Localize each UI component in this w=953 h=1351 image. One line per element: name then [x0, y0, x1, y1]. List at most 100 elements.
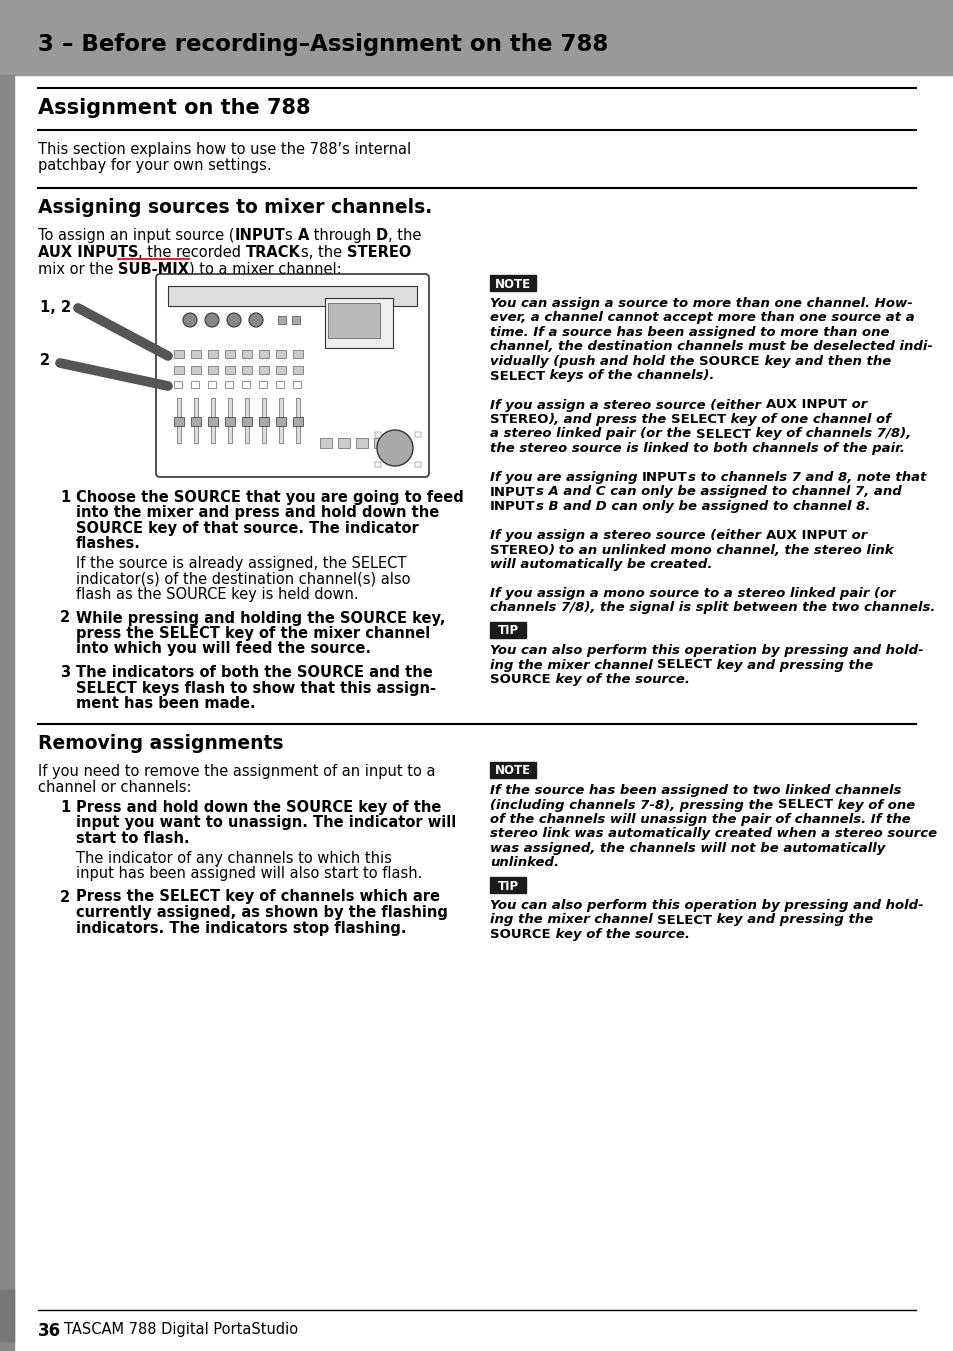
- Bar: [490, 762, 536, 778]
- Text: vidually (push and hold the: vidually (push and hold the: [490, 355, 699, 367]
- Bar: [173, 417, 184, 426]
- Bar: [225, 366, 234, 374]
- Text: key of channels 7/8),: key of channels 7/8),: [750, 427, 910, 440]
- Text: input has been assigned will also start to flash.: input has been assigned will also start …: [76, 866, 422, 881]
- Text: unlinked.: unlinked.: [490, 857, 558, 870]
- Text: ) to a mixer channel:: ) to a mixer channel:: [189, 262, 341, 277]
- Text: SELECT: SELECT: [657, 913, 712, 927]
- Text: input you want to unassign. The indicator will: input you want to unassign. The indicato…: [76, 816, 456, 831]
- Circle shape: [376, 430, 413, 466]
- Bar: [293, 366, 303, 374]
- Text: , the recorded: , the recorded: [138, 245, 246, 259]
- Text: SELECT: SELECT: [657, 658, 712, 671]
- Text: key of one: key of one: [832, 798, 914, 812]
- Text: ing the mixer channel: ing the mixer channel: [490, 658, 657, 671]
- Bar: [275, 366, 286, 374]
- Text: flashes.: flashes.: [76, 536, 141, 551]
- Text: s to channels 7 and 8, note that: s to channels 7 and 8, note that: [687, 471, 925, 484]
- Text: keys of the channels).: keys of the channels).: [544, 370, 714, 382]
- Text: a stereo linked pair (or the: a stereo linked pair (or the: [490, 427, 695, 440]
- Text: s, the: s, the: [301, 245, 346, 259]
- Text: s B and D can only be assigned to channel 8.: s B and D can only be assigned to channe…: [535, 500, 869, 513]
- Circle shape: [205, 313, 219, 327]
- Text: 2: 2: [60, 611, 71, 626]
- Text: TASCAM 788 Digital PortaStudio: TASCAM 788 Digital PortaStudio: [64, 1323, 297, 1337]
- Text: Choose the SOURCE that you are going to feed: Choose the SOURCE that you are going to …: [76, 490, 463, 505]
- Text: will automatically be created.: will automatically be created.: [490, 558, 712, 571]
- Text: If you assign a stereo source (either: If you assign a stereo source (either: [490, 399, 765, 412]
- Text: (including channels 7-8), pressing the: (including channels 7-8), pressing the: [490, 798, 777, 812]
- Bar: [258, 381, 267, 388]
- Text: Press and hold down the SOURCE key of the: Press and hold down the SOURCE key of th…: [76, 800, 441, 815]
- Bar: [225, 417, 234, 426]
- Text: SELECT: SELECT: [671, 413, 726, 426]
- Text: indicator(s) of the destination channel(s) also: indicator(s) of the destination channel(…: [76, 571, 410, 586]
- Text: Assigning sources to mixer channels.: Assigning sources to mixer channels.: [38, 199, 432, 218]
- Text: TIP: TIP: [497, 880, 518, 893]
- Bar: [225, 350, 234, 358]
- Text: of the channels will unassign the pair of channels. If the: of the channels will unassign the pair o…: [490, 813, 910, 825]
- Text: through: through: [309, 228, 375, 243]
- Text: STEREO: STEREO: [490, 543, 548, 557]
- Bar: [374, 438, 386, 449]
- Text: You can also perform this operation by pressing and hold-: You can also perform this operation by p…: [490, 898, 923, 912]
- Bar: [245, 399, 249, 443]
- Text: Removing assignments: Removing assignments: [38, 734, 283, 753]
- Text: SUB-MIX: SUB-MIX: [118, 262, 189, 277]
- Text: s A and C can only be assigned to channel 7, and: s A and C can only be assigned to channe…: [535, 485, 901, 499]
- Text: 3: 3: [60, 665, 71, 680]
- Text: SOURCE: SOURCE: [699, 355, 759, 367]
- Bar: [415, 432, 420, 436]
- Text: TRACK: TRACK: [246, 245, 301, 259]
- Text: key of one channel of: key of one channel of: [726, 413, 890, 426]
- Text: 1, 2: 1, 2: [40, 300, 71, 315]
- Text: , the: , the: [388, 228, 421, 243]
- Circle shape: [183, 313, 196, 327]
- Text: A: A: [297, 228, 309, 243]
- Bar: [242, 381, 250, 388]
- Text: ), and press the: ), and press the: [548, 413, 671, 426]
- Bar: [293, 350, 303, 358]
- Text: SOURCE: SOURCE: [490, 673, 550, 686]
- Text: ever, a channel cannot accept more than one source at a: ever, a channel cannot accept more than …: [490, 312, 914, 324]
- Text: If you need to remove the assignment of an input to a: If you need to remove the assignment of …: [38, 765, 435, 780]
- Text: If the source is already assigned, the SELECT: If the source is already assigned, the S…: [76, 557, 406, 571]
- Text: 1: 1: [60, 490, 71, 505]
- Text: the stereo source is linked to both channels of the pair.: the stereo source is linked to both chan…: [490, 442, 903, 455]
- Text: was assigned, the channels will not be automatically: was assigned, the channels will not be a…: [490, 842, 884, 855]
- Bar: [173, 350, 184, 358]
- Text: 3 – Before recording–Assignment on the 788: 3 – Before recording–Assignment on the 7…: [38, 32, 608, 55]
- Bar: [208, 381, 215, 388]
- Bar: [337, 438, 350, 449]
- Text: If you are assigning: If you are assigning: [490, 471, 641, 484]
- FancyBboxPatch shape: [156, 274, 429, 477]
- Text: If you assign a mono source to a stereo linked pair (or: If you assign a mono source to a stereo …: [490, 586, 895, 600]
- Text: This section explains how to use the 788’s internal: This section explains how to use the 788…: [38, 142, 411, 157]
- Text: SELECT: SELECT: [695, 427, 750, 440]
- Bar: [173, 366, 184, 374]
- Bar: [0, 76, 14, 1351]
- Text: You can assign a source to more than one channel. How-: You can assign a source to more than one…: [490, 297, 912, 309]
- Bar: [319, 438, 332, 449]
- Text: stereo link was automatically created when a stereo source: stereo link was automatically created wh…: [490, 828, 936, 840]
- Text: s: s: [285, 228, 297, 243]
- Text: channel, the destination channels must be deselected indi-: channel, the destination channels must b…: [490, 340, 932, 354]
- Bar: [258, 366, 269, 374]
- Bar: [228, 399, 232, 443]
- Bar: [191, 417, 201, 426]
- Bar: [168, 286, 416, 305]
- Bar: [258, 350, 269, 358]
- Text: AUX INPUTS: AUX INPUTS: [38, 245, 138, 259]
- Text: start to flash.: start to flash.: [76, 831, 190, 846]
- Bar: [293, 381, 301, 388]
- Text: While pressing and holding the SOURCE key,: While pressing and holding the SOURCE ke…: [76, 611, 445, 626]
- Bar: [292, 316, 299, 324]
- Text: key and then the: key and then the: [759, 355, 890, 367]
- Bar: [191, 381, 199, 388]
- Text: To assign an input source (: To assign an input source (: [38, 228, 234, 243]
- Text: patchbay for your own settings.: patchbay for your own settings.: [38, 158, 272, 173]
- Text: 2: 2: [40, 353, 51, 367]
- Text: Assignment on the 788: Assignment on the 788: [38, 99, 310, 118]
- Bar: [295, 399, 299, 443]
- Bar: [355, 438, 368, 449]
